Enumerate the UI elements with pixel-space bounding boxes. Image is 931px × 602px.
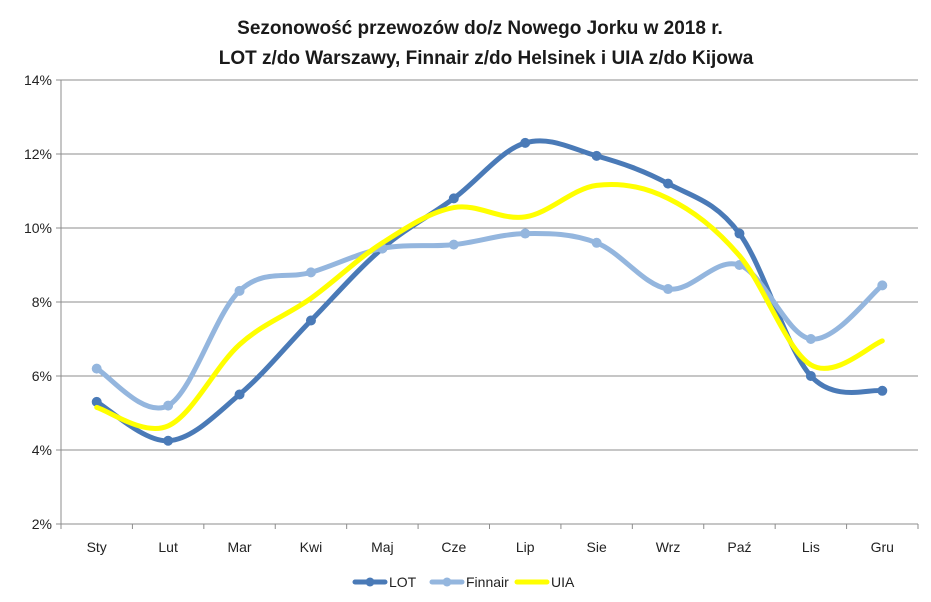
x-tick-label: Sty	[87, 539, 107, 555]
data-point-lot	[305, 315, 316, 326]
legend-swatch-marker	[365, 577, 375, 587]
series-line-finnair	[94, 231, 885, 411]
legend: LOT Finnair UIA	[352, 574, 575, 590]
x-tick-label: Gru	[871, 539, 894, 555]
y-tick-label: 12%	[24, 146, 52, 162]
legend-swatch-marker	[442, 577, 452, 587]
data-point-finnair	[305, 267, 316, 278]
data-point-lot	[877, 385, 888, 396]
series-lines	[91, 137, 888, 446]
data-point-finnair	[663, 284, 674, 295]
x-tick-label: Wrz	[656, 539, 681, 555]
gridlines	[61, 79, 918, 451]
data-point-lot	[234, 389, 245, 400]
y-tick-label: 10%	[24, 220, 52, 236]
x-tick-label: Cze	[441, 539, 466, 555]
data-point-lot	[663, 178, 674, 189]
legend-item-finnair: Finnair	[429, 574, 509, 590]
data-point-lot	[448, 193, 459, 204]
y-tick-label: 2%	[32, 516, 52, 532]
legend-label: LOT	[389, 574, 417, 590]
x-tick-label: Sie	[587, 539, 607, 555]
axes: 2% 4% 6% 8% 10% 12% 14% Sty Lut Mar Kwi Maj Cze Lip Si…	[24, 72, 919, 555]
x-tick-label: Lip	[516, 539, 535, 555]
legend-label: Finnair	[466, 574, 509, 590]
data-point-finnair	[520, 228, 531, 239]
data-point-lot	[163, 435, 174, 446]
data-point-lot	[734, 228, 745, 239]
y-tick-label: 14%	[24, 72, 52, 88]
x-tick-label: Mar	[227, 539, 251, 555]
x-tick-label: Maj	[371, 539, 394, 555]
legend-item-lot: LOT	[352, 574, 417, 590]
data-point-finnair	[877, 280, 888, 291]
series-line-uia	[94, 181, 885, 431]
legend-item-uia: UIA	[514, 574, 575, 590]
data-point-finnair	[234, 285, 245, 296]
data-point-finnair	[591, 237, 602, 248]
data-point-finnair	[91, 363, 102, 374]
y-tick-label: 4%	[32, 442, 52, 458]
data-point-lot	[591, 150, 602, 161]
legend-label: UIA	[551, 574, 575, 590]
x-tick-label: Kwi	[300, 539, 323, 555]
data-point-finnair	[805, 334, 816, 344]
data-point-lot	[520, 137, 531, 148]
y-tick-label: 6%	[32, 368, 52, 384]
series-uia	[94, 181, 885, 431]
chart-title-line-1: Sezonowość przewozów do/z Nowego Jorku w…	[237, 18, 723, 39]
chart-title-line-2: LOT z/do Warszawy, Finnair z/do Helsinek…	[219, 48, 754, 69]
data-point-lot	[805, 371, 816, 381]
x-tick-label: Paź	[727, 539, 751, 555]
x-tick-label: Lis	[802, 539, 820, 555]
y-tick-label: 8%	[32, 294, 52, 310]
data-point-finnair	[163, 400, 174, 411]
x-tick-label: Lut	[158, 539, 178, 555]
data-point-finnair	[448, 239, 459, 250]
